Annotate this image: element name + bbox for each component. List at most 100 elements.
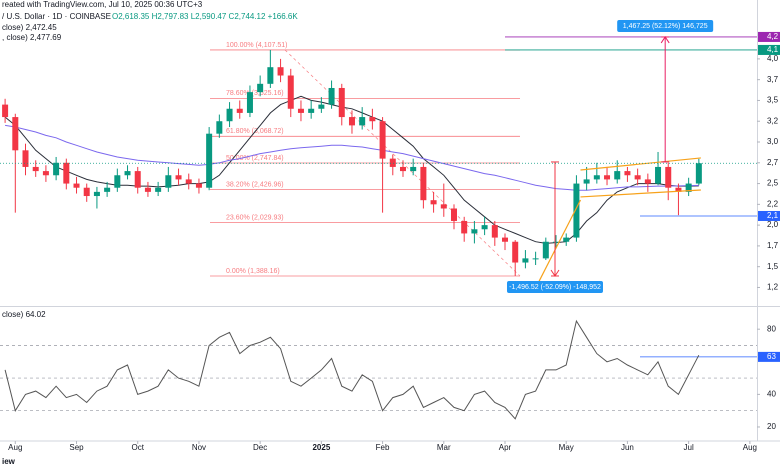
candle-body	[185, 179, 192, 184]
candle-body	[644, 179, 651, 184]
candle-body	[134, 171, 141, 188]
price-line-badge	[758, 44, 780, 55]
candle-body	[685, 183, 692, 192]
y-tick-label: 2,0	[767, 220, 779, 229]
candle-body	[175, 175, 182, 180]
candle-body	[165, 175, 172, 188]
moving-average	[5, 124, 699, 191]
candle-body	[32, 166, 39, 172]
x-tick-label: 2025	[312, 443, 330, 452]
price-line-label: 2,1	[767, 211, 779, 220]
x-tick-label: Jun	[621, 443, 634, 452]
candle-body	[206, 133, 213, 188]
candle-body	[389, 158, 396, 167]
candle-body	[226, 108, 233, 122]
candle-body	[236, 108, 243, 113]
candle-body	[369, 117, 376, 122]
candle-body	[53, 162, 60, 176]
x-tick-label: Feb	[376, 443, 390, 452]
candle-body	[73, 183, 80, 188]
x-tick-label: Dec	[253, 443, 267, 452]
y-tick-label: 1,2	[767, 283, 779, 292]
candle-body	[104, 187, 111, 192]
candle-body	[471, 229, 478, 234]
x-tick-label: Jul	[684, 443, 694, 452]
fib-label: 0.00% (1,388.16)	[226, 268, 280, 275]
candle-body	[267, 67, 274, 84]
x-tick-label: Aug	[8, 443, 22, 452]
candle-body	[583, 179, 590, 184]
rsi-tick-label: 80	[767, 324, 776, 333]
candle-body	[348, 117, 355, 126]
trend-line	[580, 189, 701, 198]
candle-body	[553, 241, 560, 243]
candle-body	[491, 225, 498, 238]
measure-label: 1,467.25 (52.12%) 146,725	[623, 23, 708, 30]
y-tick-label: 3,7	[767, 75, 779, 84]
candle-body	[308, 108, 315, 113]
y-tick-label: 2,7	[767, 158, 779, 167]
fib-label: 100.00% (4,107.51)	[226, 42, 288, 49]
x-tick-label: Nov	[192, 443, 206, 452]
candle-body	[42, 171, 49, 176]
candle-body	[440, 204, 447, 209]
candle-body	[481, 225, 488, 230]
candle-body	[532, 258, 539, 260]
legend-rsi: close) 64.02	[2, 310, 46, 319]
candle-body	[338, 87, 345, 118]
candle-body	[277, 67, 284, 76]
symbol: / U.S. Dollar · 1D · COINBASE	[2, 12, 111, 21]
x-tick-label: Apr	[499, 443, 512, 452]
y-tick-label: 2,5	[767, 179, 779, 188]
candle-body	[246, 92, 253, 113]
measure-head	[550, 269, 560, 277]
y-tick-label: 2,2	[767, 199, 779, 208]
candle-body	[12, 117, 19, 151]
rsi-tick-label: 40	[767, 389, 776, 398]
y-tick-label: 3,5	[767, 96, 779, 105]
candle-body	[257, 83, 264, 93]
x-tick-label: Oct	[132, 443, 145, 452]
y-tick-label: 3,0	[767, 137, 779, 146]
y-tick-label: 4,0	[767, 54, 779, 63]
measure-label: -1,496.52 (-52.09%) -148,952	[509, 284, 601, 291]
candle-body	[563, 237, 570, 242]
price-line-label: 4,2	[767, 32, 779, 41]
trend-line	[538, 199, 582, 283]
candle-body	[63, 162, 70, 184]
candle-body	[624, 171, 631, 176]
price-line-badge	[758, 210, 780, 221]
candle-body	[195, 183, 202, 188]
candle-body	[512, 241, 519, 263]
candle-body	[593, 175, 600, 180]
fib-label: 23.60% (2,029.93)	[226, 214, 284, 221]
candle-body	[83, 187, 90, 197]
candle-body	[430, 200, 437, 205]
candle-body	[359, 117, 366, 126]
candle-body	[216, 121, 223, 134]
rsi-line	[4, 319, 700, 420]
candle-body	[695, 163, 702, 184]
y-tick-label: 1,7	[767, 241, 779, 250]
moving-average	[4, 95, 699, 244]
candle-body	[22, 150, 29, 167]
rsi-level-badge	[758, 351, 780, 362]
candle-body	[604, 175, 611, 180]
footer-logo: iew	[2, 457, 16, 466]
candle-body	[93, 191, 100, 197]
ohlc: O2,618.35 H2,797.83 L2,590.47 C2,744.12 …	[112, 12, 298, 21]
candle-body	[318, 104, 325, 109]
x-tick-label: Aug	[743, 443, 757, 452]
fib-label: 78.60% (3,525.16)	[226, 90, 284, 97]
candle-body	[420, 166, 427, 201]
candle-body	[522, 258, 529, 263]
header: reated with TradingView.com, Jul 10, 202…	[2, 0, 203, 9]
fib-label: 38.20% (2,426.96)	[226, 181, 284, 188]
x-tick-label: Sep	[69, 443, 84, 452]
candle-body	[675, 187, 682, 192]
candle-body	[399, 166, 406, 172]
candle-body	[461, 220, 468, 234]
candle-body	[379, 121, 386, 159]
candle-body	[144, 187, 151, 192]
